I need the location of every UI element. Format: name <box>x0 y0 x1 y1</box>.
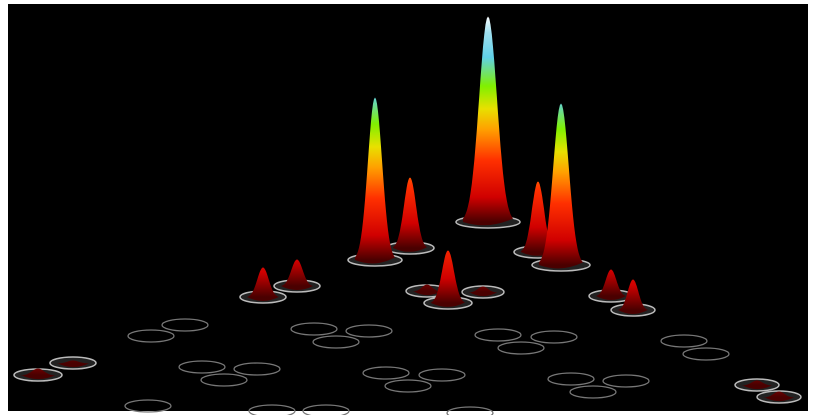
page-body: {} (() => { const data = JSON.parse(docu… <box>0 0 817 415</box>
page: 3D peaks html, body { margin: 0; padding… <box>0 0 817 415</box>
render-view <box>0 0 817 415</box>
